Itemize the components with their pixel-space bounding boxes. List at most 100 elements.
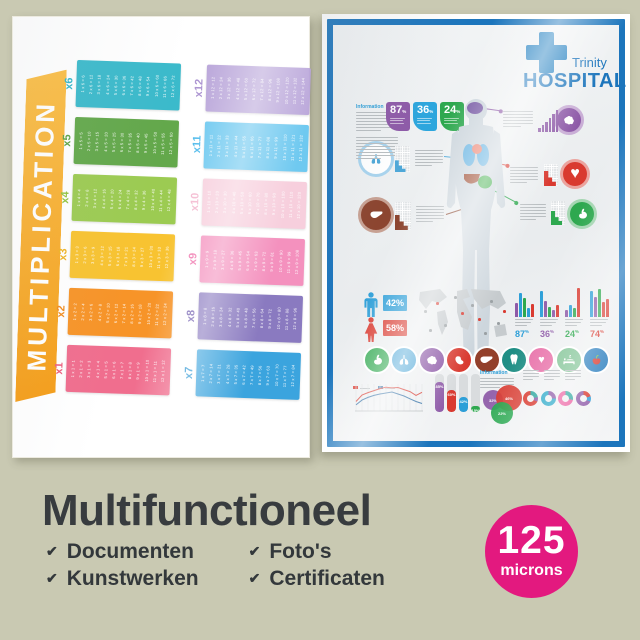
- multiplication-fact: 7 x 9 = 63: [252, 250, 259, 271]
- text-line: [565, 375, 581, 378]
- bar-group-value: 87%: [515, 328, 530, 339]
- world-map: [414, 284, 510, 344]
- kidney-icon: [447, 348, 472, 372]
- lungs-mini-chart: [395, 146, 410, 172]
- map-dot: [503, 310, 506, 313]
- bar: [602, 302, 605, 317]
- percent-sign: %: [600, 328, 605, 334]
- multiplication-fact: 12 x 11 = 132: [297, 134, 304, 162]
- multiplication-fact: 2 x 11 = 22: [216, 134, 222, 157]
- medical-cross-icon: [526, 32, 568, 74]
- donut-chart: [523, 391, 538, 406]
- trend-line-chart: [353, 382, 425, 419]
- percent-sign: %: [525, 328, 530, 334]
- text-line: [515, 319, 533, 321]
- multiplication-fact: 8 x 10 = 80: [263, 192, 269, 216]
- text-line: [356, 136, 398, 139]
- multiplication-fact: 7 x 10 = 70: [254, 192, 261, 215]
- multiplication-fact: 3 x 12 = 36: [226, 77, 232, 100]
- multiplication-fact: 3 x 8 = 24: [218, 306, 224, 327]
- multiplication-fact: 10 x 9 = 90: [277, 250, 284, 273]
- multiplication-fact: 2 x 2 = 4: [80, 303, 86, 321]
- bar: [590, 291, 593, 317]
- bar: [569, 305, 572, 317]
- bar: [527, 308, 530, 317]
- text-line: [503, 116, 533, 119]
- hospital-poster: Trinity HOSPITAL Information 87% 36% 24%: [322, 14, 630, 452]
- multiplication-fact: 4 x 11 = 44: [232, 135, 239, 158]
- text-line: [510, 178, 538, 181]
- multiplication-fact: 3 x 10 = 30: [222, 191, 228, 214]
- placeholder-text: [544, 370, 560, 382]
- multiplication-fact: 11 x 2 = 22: [153, 303, 160, 326]
- lungs-text-block: [415, 150, 445, 168]
- bar: [531, 304, 534, 317]
- text-line: [415, 155, 443, 158]
- brain-icon: [419, 348, 444, 372]
- multiplication-fact: 11 x 11 = 121: [289, 134, 296, 162]
- stomach-organ: [478, 175, 492, 189]
- heart-chart-fill: [544, 170, 556, 186]
- feature-checklist: ✔ Documenten ✔ Kunstwerken ✔ Foto's ✔ Certific…: [46, 540, 385, 590]
- multiplication-fact: 12 x 5 = 60: [167, 132, 174, 155]
- multiplication-fact: 1 x 7 = 7: [199, 364, 206, 382]
- brain-icon: [557, 108, 581, 132]
- multiplication-fact: 4 x 2 = 8: [96, 303, 103, 322]
- text-line: [356, 139, 398, 142]
- map-dot: [424, 310, 427, 313]
- text-line: [520, 209, 546, 212]
- text-lines: [515, 319, 533, 328]
- bar-group: 87%: [515, 286, 535, 339]
- checklist-column-right: ✔ Foto's ✔ Certificaten: [249, 540, 385, 590]
- text-line: [356, 129, 381, 132]
- liver-mini-chart: [395, 202, 411, 230]
- text-line: [590, 321, 606, 324]
- text-line: [416, 208, 444, 211]
- map-dot: [490, 300, 493, 303]
- text-line: [416, 214, 444, 217]
- text-line: [390, 122, 404, 124]
- multiplication-fact: 11 x 9 = 99: [285, 250, 292, 273]
- multiplication-fact: 8 x 8 = 64: [259, 308, 265, 328]
- track-bar-fill: 60%: [447, 389, 456, 412]
- multiplication-fact: 11 x 1 = 11: [151, 360, 158, 383]
- multiplication-fact: 3 x 7 = 21: [216, 363, 222, 384]
- checklist-item: ✔ Documenten: [46, 540, 199, 563]
- female-pictogram: [364, 317, 378, 348]
- bar: [606, 299, 609, 317]
- text-line: [415, 152, 443, 155]
- placeholder-text: [565, 370, 581, 382]
- multiplication-fact: 1 x 5 = 5: [78, 131, 84, 150]
- text-line: [515, 321, 531, 324]
- bar: [556, 305, 559, 317]
- track-bar-value: 42%: [459, 398, 468, 404]
- text-line: [356, 154, 398, 156]
- multiplication-fact: 1 x 11 = 11: [207, 134, 214, 157]
- check-icon: ✔: [46, 569, 58, 586]
- multiplication-fact: 9 x 9 = 81: [269, 251, 275, 272]
- text-lines: [565, 319, 583, 328]
- hospital-name: Trinity: [572, 55, 607, 70]
- multiplication-fact: 5 x 8 = 40: [234, 307, 241, 328]
- multiplication-fact: 9 x 7 = 63: [265, 365, 271, 386]
- map-dot: [478, 318, 481, 321]
- multiplication-fact: 4 x 9 = 36: [228, 250, 235, 270]
- bar-group: 74%: [590, 286, 610, 339]
- multiplication-fact: 7 x 4 = 28: [124, 189, 131, 210]
- multiplication-fact: 6 x 10 = 60: [246, 192, 253, 215]
- text-line: [356, 142, 398, 145]
- multiplication-fact: 7 x 6 = 42: [128, 75, 135, 96]
- track-bar-fill: 42%: [459, 396, 468, 412]
- thickness-unit: microns: [500, 561, 563, 579]
- times-table-label: x7: [183, 366, 196, 379]
- text-line: [544, 370, 560, 372]
- bar-group-value: 74%: [590, 328, 605, 339]
- text-line: [520, 215, 546, 218]
- text-line: [544, 372, 560, 375]
